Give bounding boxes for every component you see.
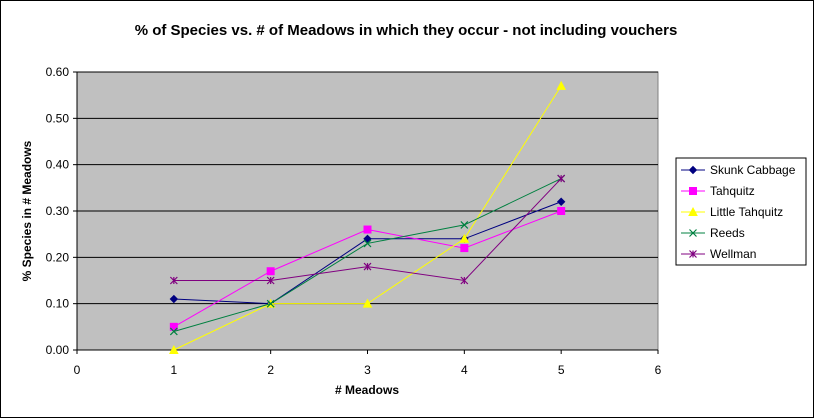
x-tick-label: 3 xyxy=(364,363,371,377)
x-tick-label: 5 xyxy=(558,363,565,377)
data-point xyxy=(363,262,372,271)
legend-label: Reeds xyxy=(710,226,745,240)
data-point xyxy=(169,294,179,304)
data-point xyxy=(266,299,275,308)
y-tick-label: 0.10 xyxy=(46,297,70,311)
series-wellman xyxy=(169,174,566,285)
legend-label: Tahquitz xyxy=(710,184,755,198)
y-tick-label: 0.20 xyxy=(46,250,70,264)
y-tick-label: 0.00 xyxy=(46,343,70,357)
y-tick-label: 0.40 xyxy=(46,158,70,172)
data-point xyxy=(266,267,275,276)
series-little-tahquitz xyxy=(168,80,567,354)
data-point xyxy=(169,276,178,285)
x-tick-labels: 0 1 2 3 4 5 6 xyxy=(74,363,662,377)
y-axis-title: % Species in # Meadows xyxy=(20,140,34,281)
legend-entry: Tahquitz xyxy=(681,184,755,198)
data-point xyxy=(460,276,469,285)
y-tick-label: 0.50 xyxy=(46,111,70,125)
data-point xyxy=(362,298,373,308)
series-group xyxy=(168,80,567,354)
chart-title: % of Species vs. # of Meadows in which t… xyxy=(135,22,678,39)
data-point xyxy=(169,327,178,336)
data-point xyxy=(459,233,470,243)
y-tick-label: 0.30 xyxy=(46,204,70,218)
data-point xyxy=(363,234,372,244)
legend-entry: Little Tahquitz xyxy=(681,205,783,219)
data-point xyxy=(556,197,566,206)
data-point xyxy=(689,187,697,195)
x-tick-label: 6 xyxy=(655,363,662,377)
data-point xyxy=(460,244,469,253)
legend-entry: Reeds xyxy=(681,226,745,240)
legend-label: Little Tahquitz xyxy=(710,205,783,219)
legend-label: Skunk Cabbage xyxy=(710,163,796,177)
data-point xyxy=(363,239,372,248)
legend-label: Wellman xyxy=(710,247,756,261)
data-point xyxy=(688,206,698,216)
x-tick-label: 2 xyxy=(267,363,274,377)
legend-entry: Wellman xyxy=(681,247,756,261)
data-point xyxy=(556,80,567,90)
y-tick-labels: 0.00 0.10 0.20 0.30 0.40 0.50 0.60 xyxy=(46,65,70,357)
x-axis-title: # Meadows xyxy=(335,383,399,397)
legend-entry: Skunk Cabbage xyxy=(681,163,796,177)
data-point xyxy=(557,174,566,183)
data-point xyxy=(168,344,179,354)
y-tick-label: 0.60 xyxy=(46,65,70,79)
data-point xyxy=(689,229,697,237)
data-point xyxy=(689,250,697,258)
data-point xyxy=(557,207,566,215)
data-point xyxy=(460,220,469,229)
x-tick-label: 4 xyxy=(461,363,468,377)
x-tick-label: 1 xyxy=(170,363,177,377)
x-tick-label: 0 xyxy=(74,363,81,377)
data-point xyxy=(363,225,372,234)
data-point xyxy=(169,322,178,331)
legend: Skunk Cabbage Tahquitz Little Tahquitz Reed… xyxy=(675,157,807,266)
series-tahquitz xyxy=(169,207,566,331)
data-point xyxy=(266,276,275,285)
data-point xyxy=(688,165,698,175)
